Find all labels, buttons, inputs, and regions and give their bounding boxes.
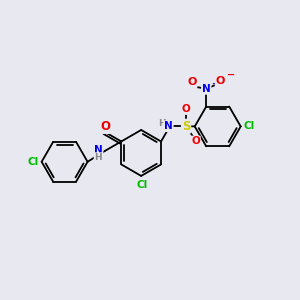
Text: N: N bbox=[94, 145, 103, 155]
Text: O: O bbox=[100, 120, 110, 133]
Text: N: N bbox=[202, 84, 211, 94]
Text: H: H bbox=[158, 119, 166, 128]
Text: Cl: Cl bbox=[28, 157, 39, 167]
Text: Cl: Cl bbox=[136, 180, 147, 190]
Text: S: S bbox=[182, 120, 190, 133]
Text: O: O bbox=[187, 77, 196, 87]
Text: N: N bbox=[164, 121, 173, 131]
Text: H: H bbox=[94, 153, 102, 162]
Text: O: O bbox=[182, 104, 190, 114]
Text: O: O bbox=[191, 136, 200, 146]
Text: +: + bbox=[212, 79, 218, 88]
Text: Cl: Cl bbox=[244, 122, 255, 131]
Text: O: O bbox=[216, 76, 225, 85]
Text: −: − bbox=[227, 70, 235, 80]
